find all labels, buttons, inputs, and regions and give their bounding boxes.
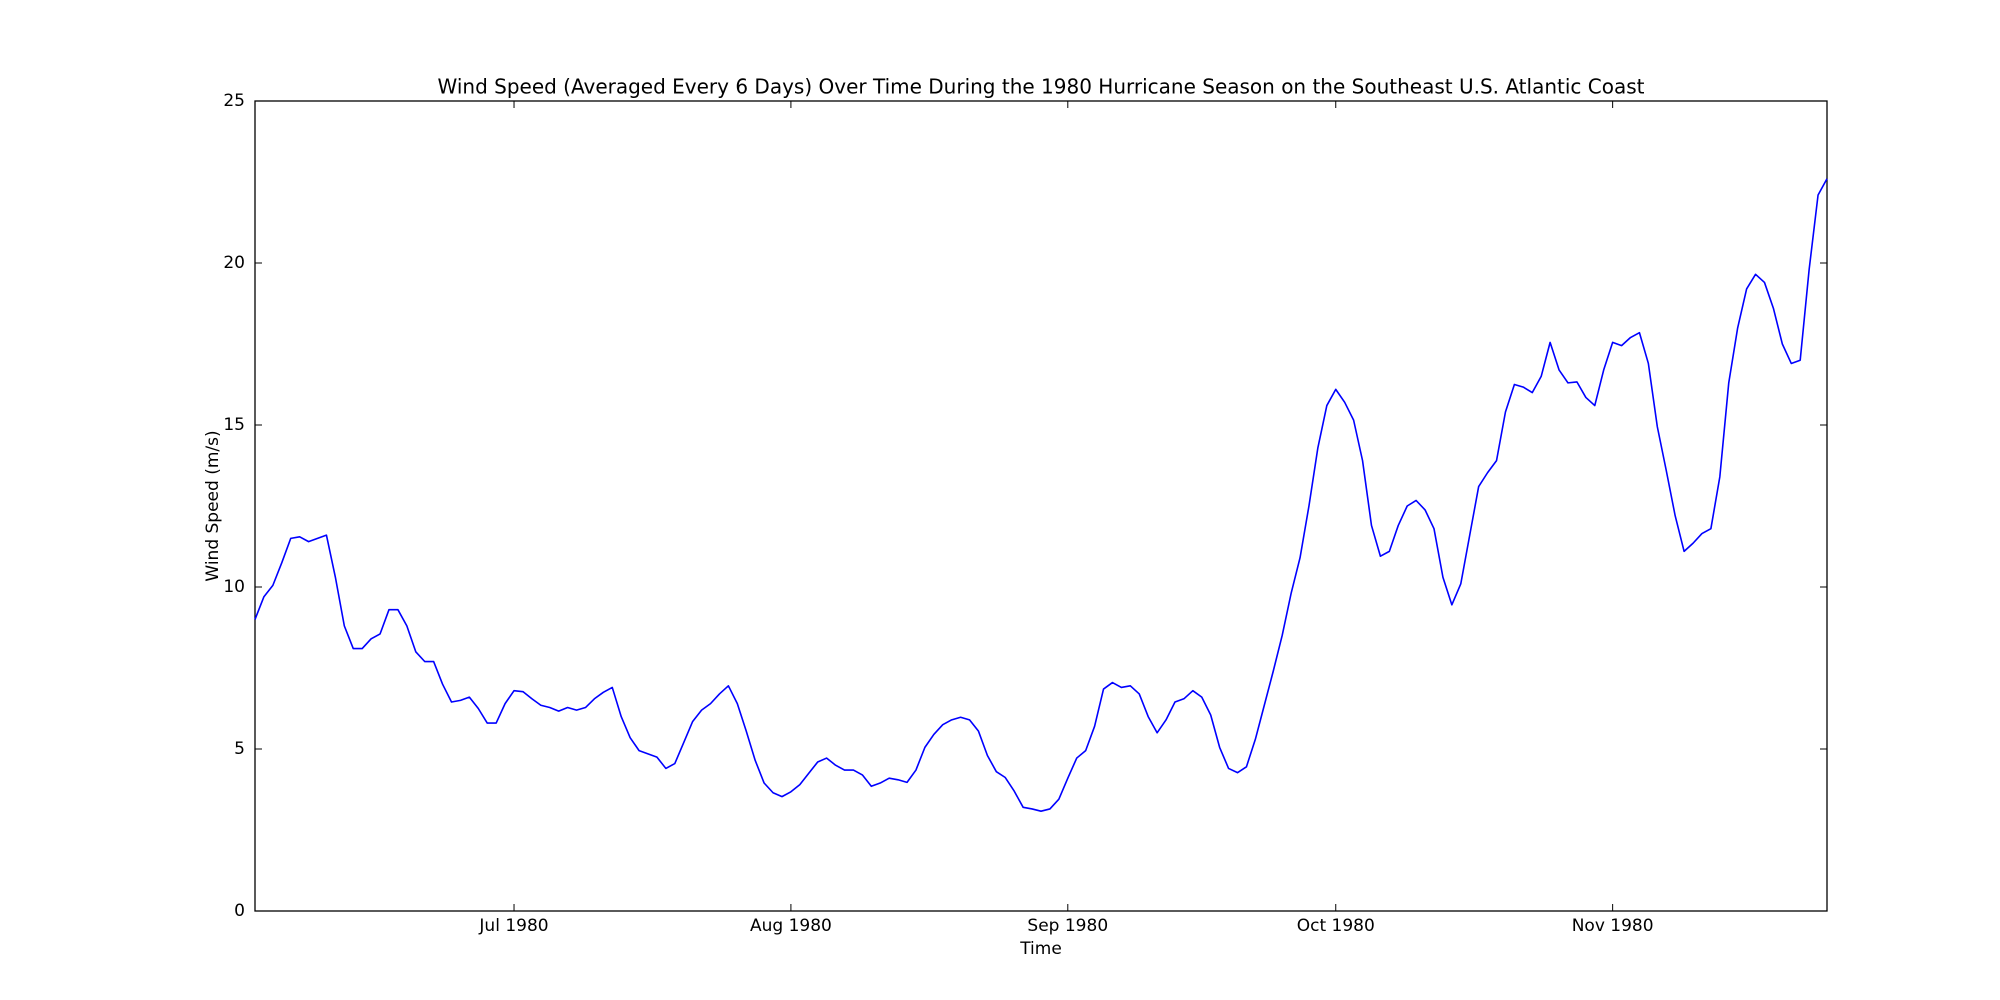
y-axis-label: Wind Speed (m/s): [203, 430, 223, 581]
x-tick-label: Jul 1980: [478, 916, 548, 936]
x-tick-label: Nov 1980: [1572, 916, 1654, 936]
y-tick-label: 10: [223, 577, 245, 597]
chart-title: Wind Speed (Averaged Every 6 Days) Over …: [438, 75, 1645, 99]
x-tick-label: Sep 1980: [1027, 916, 1108, 936]
y-tick-label: 20: [223, 253, 245, 273]
y-tick-label: 25: [223, 91, 245, 111]
x-tick-label: Oct 1980: [1297, 916, 1375, 936]
y-tick-label: 15: [223, 415, 245, 435]
x-axis-label: Time: [1019, 939, 1062, 959]
y-tick-label: 5: [234, 739, 245, 759]
x-tick-label: Aug 1980: [750, 916, 832, 936]
plot-frame: [254, 100, 1828, 912]
line-series: [254, 178, 1828, 813]
y-tick-label: 0: [234, 901, 245, 921]
